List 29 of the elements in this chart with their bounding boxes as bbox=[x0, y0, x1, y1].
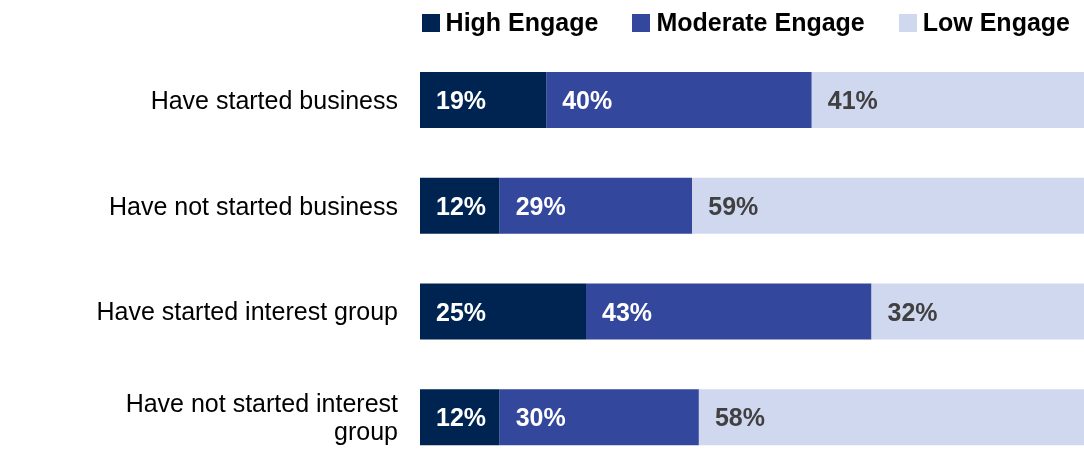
bar bbox=[692, 177, 1084, 234]
y-tick-label: Have not started interest group bbox=[125, 389, 399, 446]
bar bbox=[698, 389, 1084, 446]
data-label: 32% bbox=[887, 297, 938, 326]
data-label: 40% bbox=[562, 86, 613, 114]
y-tick-label: Have started business bbox=[150, 85, 398, 114]
data-label: 58% bbox=[714, 403, 765, 432]
data-label: 19% bbox=[436, 86, 487, 114]
data-label: 30% bbox=[515, 403, 566, 432]
y-tick-label: Have not started business bbox=[108, 191, 398, 220]
bar bbox=[420, 72, 547, 128]
bar bbox=[871, 283, 1084, 340]
data-label: 41% bbox=[827, 86, 878, 114]
bar bbox=[499, 177, 693, 234]
legend-label: Moderate Engage bbox=[655, 8, 865, 37]
data-label: 29% bbox=[515, 191, 566, 220]
legend-label: Low Engage bbox=[921, 8, 1070, 37]
bar bbox=[546, 72, 812, 128]
data-label: 12% bbox=[436, 191, 487, 220]
bar bbox=[586, 283, 872, 340]
y-tick-label: Have started interest group bbox=[96, 297, 398, 326]
bar bbox=[420, 283, 586, 340]
bar bbox=[499, 389, 699, 446]
legend-label: High Engage bbox=[444, 8, 599, 37]
bar bbox=[811, 72, 1084, 128]
data-label: 25% bbox=[436, 297, 487, 326]
data-label: 59% bbox=[708, 191, 759, 220]
data-label: 12% bbox=[436, 403, 487, 432]
data-label: 43% bbox=[602, 297, 653, 326]
